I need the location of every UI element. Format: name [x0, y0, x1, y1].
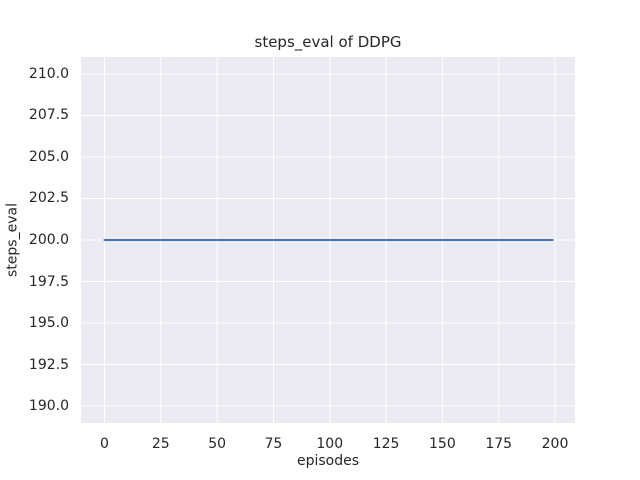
x-tick-label: 75	[264, 436, 283, 452]
x-tick-label: 100	[316, 436, 344, 452]
y-tick-label: 192.5	[28, 356, 69, 373]
plot-area	[81, 57, 575, 423]
x-tick-label: 175	[485, 436, 513, 452]
x-tick-label: 200	[541, 436, 569, 452]
y-tick-label: 210.0	[28, 65, 69, 82]
y-tick-label: 205.0	[28, 148, 69, 165]
y-tick-label: 200.0	[28, 232, 69, 248]
y-tick-label: 195.0	[28, 315, 69, 332]
y-tick-label: 202.5	[28, 190, 69, 207]
y-tick-label: 197.5	[28, 273, 69, 290]
y-tick-label: 190.0	[28, 398, 69, 415]
x-tick-label: 125	[372, 436, 400, 452]
x-tick-label: 150	[429, 436, 456, 452]
x-tick-label: 50	[208, 436, 227, 452]
x-axis-label: episodes	[296, 453, 360, 469]
x-tick-label: 0	[100, 436, 109, 452]
chart-canvas	[81, 57, 575, 423]
x-tick-label: 25	[151, 436, 170, 452]
chart-title: steps_eval of DDPG	[254, 33, 402, 51]
y-tick-label: 207.5	[28, 107, 69, 124]
